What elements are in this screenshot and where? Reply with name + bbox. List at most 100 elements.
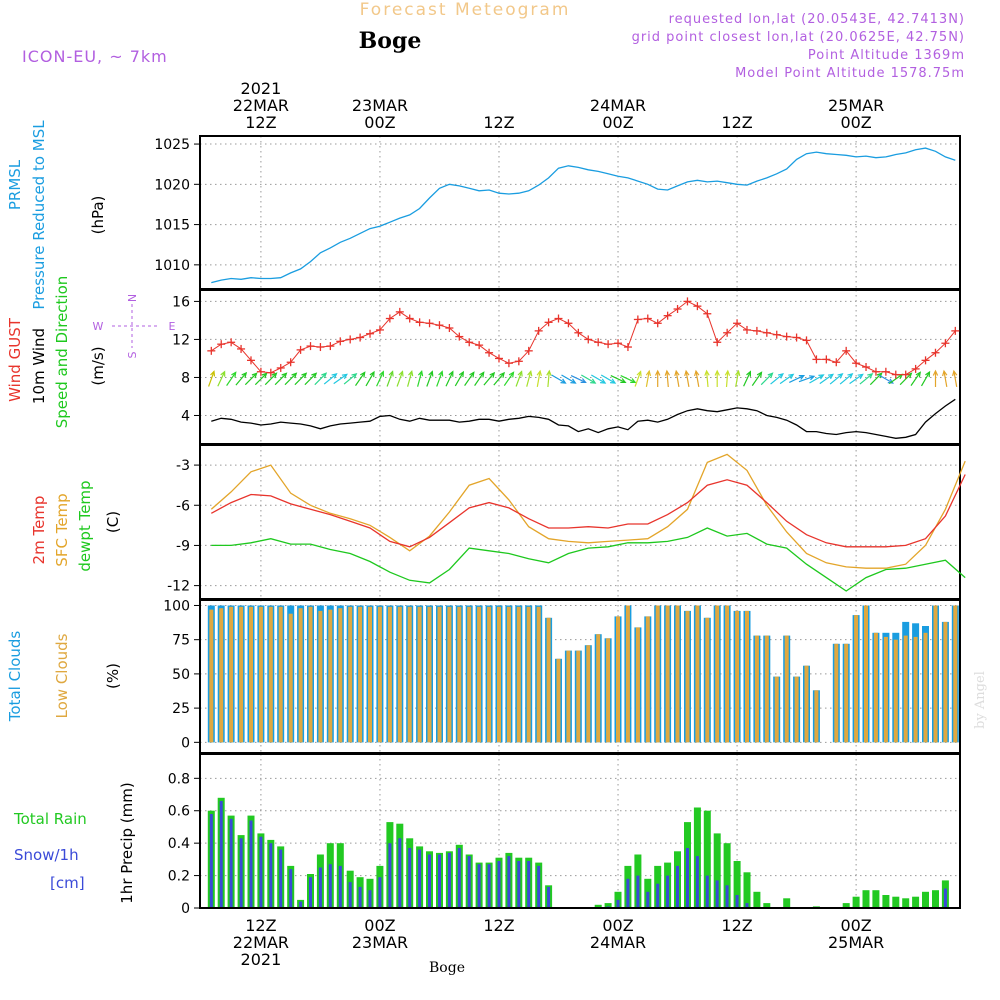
top-time-label: 00Z xyxy=(840,113,871,132)
gust-marker xyxy=(296,345,305,354)
low-cloud-bar xyxy=(745,610,749,743)
low-cloud-bar xyxy=(844,643,849,743)
gust-marker xyxy=(584,335,593,344)
model-label: ICON-EU, ~ 7km xyxy=(22,47,168,66)
wind-panel: 4 8 12 16 Wind GUST 10m Wind Speed and Directi… xyxy=(6,276,961,445)
rain-bar xyxy=(922,891,929,908)
snow-bar xyxy=(636,875,640,908)
bottom-time-label: 12Z xyxy=(245,916,276,935)
wind-arrow xyxy=(244,372,258,386)
gust-marker xyxy=(871,367,880,376)
low-cloud-bar xyxy=(794,676,799,743)
gust-marker xyxy=(921,356,930,365)
rain-bar xyxy=(753,891,761,908)
gust-marker xyxy=(425,319,434,328)
snow-bar xyxy=(646,891,650,908)
wind-arrow xyxy=(503,371,515,386)
bottom-time-label: 00Z xyxy=(602,916,633,935)
low-cloud-bar xyxy=(219,608,224,743)
temp-2m-label: 2m Temp xyxy=(30,496,48,565)
wind-arrow xyxy=(920,370,931,387)
gust-marker xyxy=(802,336,811,345)
gust-marker xyxy=(217,340,226,349)
gust-marker xyxy=(683,297,692,306)
wind-arrow xyxy=(536,369,542,388)
low-cloud-bar xyxy=(387,606,392,743)
gust-marker xyxy=(564,319,573,328)
bottom-location: Boge xyxy=(429,960,465,976)
wind-arrow xyxy=(859,373,874,385)
wind-arrow xyxy=(664,369,671,388)
low-cloud-bar xyxy=(774,676,779,743)
top-time-label: 23MAR xyxy=(352,96,408,115)
location-title: Boge xyxy=(359,28,422,54)
gust-marker xyxy=(385,314,394,323)
rain-bar xyxy=(604,903,612,908)
gust-marker xyxy=(316,343,325,352)
low-cloud-bar xyxy=(685,610,690,743)
top-time-label: 00Z xyxy=(364,113,395,132)
snow-bar xyxy=(705,875,709,908)
bottom-time-label: 12Z xyxy=(483,916,514,935)
gust-marker xyxy=(891,370,900,379)
low-cloud-bar xyxy=(546,617,551,743)
wind-unit: (m/s) xyxy=(89,346,107,385)
snow-bar xyxy=(269,843,273,908)
snow-bar xyxy=(358,886,362,908)
low-cloud-bar xyxy=(953,605,958,743)
gust-marker xyxy=(881,367,890,376)
low-cloud-bar xyxy=(368,606,372,743)
point-altitude: Point Altitude 1369m xyxy=(808,48,965,63)
low-cloud-bar xyxy=(328,609,333,743)
wind-arrow xyxy=(417,369,424,387)
low-cloud-bar xyxy=(407,606,412,743)
gust-marker xyxy=(435,321,444,330)
snow-bar xyxy=(398,838,402,908)
rain-bar xyxy=(892,896,900,908)
gust-marker xyxy=(931,348,940,357)
rain-bar xyxy=(912,896,920,908)
wind-arrow xyxy=(798,375,816,383)
pressure-ytick-label: 1015 xyxy=(154,218,190,234)
low-cloud-bar xyxy=(487,606,492,743)
gust-marker xyxy=(703,309,712,318)
gust-marker xyxy=(574,328,583,337)
rain-bar xyxy=(733,861,741,908)
gust-marker xyxy=(227,338,236,347)
low-cloud-bar xyxy=(447,606,452,743)
top-time-label: 2021 xyxy=(241,79,282,98)
wind-arrow xyxy=(570,375,587,383)
wind-arrow xyxy=(849,373,864,385)
low-cloud-bar xyxy=(249,606,253,743)
wind-arrow xyxy=(254,372,268,386)
gust-marker xyxy=(941,339,950,348)
gust-marker xyxy=(832,358,841,367)
wind-arrow xyxy=(515,370,523,387)
temperature-panel: -3 -6 -9 -12 2m Temp SFC Temp dewpt Temp (C) xyxy=(30,444,966,600)
precip-ylabel: 1hr Precip (mm) xyxy=(118,782,136,903)
snow-bar xyxy=(656,883,660,908)
gust-marker xyxy=(485,348,494,357)
bottom-time-label: 00Z xyxy=(840,916,871,935)
wind-arrow xyxy=(942,369,948,388)
wind-arrow xyxy=(426,370,434,387)
snow-unit: [cm] xyxy=(50,874,85,892)
wind-arrow xyxy=(343,373,358,385)
wind-arrow xyxy=(526,369,533,387)
gust-marker xyxy=(772,330,781,339)
cloud-ytick-label: 0 xyxy=(181,735,190,751)
temp-unit: (C) xyxy=(104,511,122,533)
grid-point-coords: grid point closest lon,lat (20.0625E, 42… xyxy=(632,30,965,45)
gust-marker xyxy=(395,307,404,316)
wind-arrow xyxy=(208,370,216,387)
wind-arrow xyxy=(839,373,854,385)
wind-arrow xyxy=(809,374,825,384)
dewpoint-line xyxy=(211,527,966,592)
snow-bar xyxy=(259,836,263,908)
low-cloud-bar xyxy=(913,636,918,743)
top-time-label: 12Z xyxy=(721,113,752,132)
gust-marker xyxy=(405,314,414,323)
wind-arrow xyxy=(274,372,288,386)
requested-coords: requested lon,lat (20.0543E, 42.7413N) xyxy=(669,12,965,27)
